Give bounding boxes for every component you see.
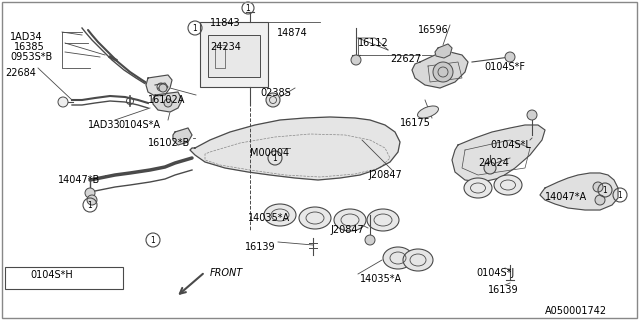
Circle shape bbox=[351, 55, 361, 65]
Circle shape bbox=[527, 110, 537, 120]
Circle shape bbox=[365, 235, 375, 245]
Text: 22627: 22627 bbox=[390, 54, 421, 64]
Ellipse shape bbox=[464, 178, 492, 198]
Circle shape bbox=[593, 182, 603, 192]
Circle shape bbox=[266, 93, 280, 107]
Text: 14874: 14874 bbox=[277, 28, 308, 38]
Text: 1: 1 bbox=[273, 154, 277, 163]
Text: FRONT: FRONT bbox=[210, 268, 243, 278]
Text: 0104S*H: 0104S*H bbox=[30, 270, 73, 280]
Circle shape bbox=[484, 162, 496, 174]
Circle shape bbox=[85, 188, 95, 198]
Text: 16596: 16596 bbox=[418, 25, 449, 35]
Polygon shape bbox=[146, 75, 172, 96]
FancyBboxPatch shape bbox=[5, 267, 123, 289]
Text: 16102A: 16102A bbox=[148, 95, 186, 105]
Circle shape bbox=[58, 97, 68, 107]
Text: 16112: 16112 bbox=[358, 38, 388, 48]
Text: 1AD34: 1AD34 bbox=[10, 32, 43, 42]
Polygon shape bbox=[412, 52, 468, 88]
Text: J20847: J20847 bbox=[330, 225, 364, 235]
Text: 1AD33: 1AD33 bbox=[88, 120, 120, 130]
Text: 0104S*L: 0104S*L bbox=[490, 140, 531, 150]
Circle shape bbox=[159, 84, 167, 92]
Text: 14035*A: 14035*A bbox=[248, 213, 290, 223]
Text: 1: 1 bbox=[40, 277, 44, 286]
Text: 1: 1 bbox=[246, 4, 250, 12]
Polygon shape bbox=[452, 125, 545, 182]
Circle shape bbox=[433, 62, 453, 82]
Text: 1: 1 bbox=[150, 236, 156, 244]
Text: 0104S*A: 0104S*A bbox=[118, 120, 160, 130]
Text: 14035*A: 14035*A bbox=[360, 274, 402, 284]
Text: 0104S*F: 0104S*F bbox=[484, 62, 525, 72]
Ellipse shape bbox=[494, 175, 522, 195]
Text: 16139: 16139 bbox=[245, 242, 276, 252]
Polygon shape bbox=[435, 44, 452, 58]
FancyBboxPatch shape bbox=[208, 35, 260, 77]
Polygon shape bbox=[190, 117, 400, 180]
Polygon shape bbox=[540, 173, 618, 210]
Text: A050001742: A050001742 bbox=[545, 306, 607, 316]
Text: J20847: J20847 bbox=[368, 170, 402, 180]
Ellipse shape bbox=[383, 247, 413, 269]
Text: 0953S*B: 0953S*B bbox=[10, 52, 52, 62]
FancyBboxPatch shape bbox=[200, 22, 268, 87]
Text: 16175: 16175 bbox=[400, 118, 431, 128]
Text: 16102*B: 16102*B bbox=[148, 138, 190, 148]
Text: 1: 1 bbox=[603, 186, 607, 195]
Text: 1: 1 bbox=[193, 23, 197, 33]
Text: 16385: 16385 bbox=[14, 42, 45, 52]
Text: 11843: 11843 bbox=[210, 18, 241, 28]
Text: 14047*B: 14047*B bbox=[58, 175, 100, 185]
Text: 0104S*J: 0104S*J bbox=[476, 268, 515, 278]
Text: 0238S: 0238S bbox=[260, 88, 291, 98]
Text: 24234: 24234 bbox=[210, 42, 241, 52]
Ellipse shape bbox=[417, 106, 438, 118]
Text: 22684: 22684 bbox=[5, 68, 36, 78]
Polygon shape bbox=[153, 92, 182, 112]
Ellipse shape bbox=[299, 207, 331, 229]
Ellipse shape bbox=[403, 249, 433, 271]
Text: 24024: 24024 bbox=[478, 158, 509, 168]
Text: 1: 1 bbox=[15, 274, 20, 283]
Text: 1: 1 bbox=[88, 201, 92, 210]
Circle shape bbox=[595, 195, 605, 205]
Circle shape bbox=[164, 99, 172, 107]
Polygon shape bbox=[173, 128, 192, 145]
Text: 16139: 16139 bbox=[488, 285, 518, 295]
Ellipse shape bbox=[264, 204, 296, 226]
Circle shape bbox=[87, 195, 97, 205]
Ellipse shape bbox=[367, 209, 399, 231]
Text: 1: 1 bbox=[618, 190, 622, 199]
Text: M00004: M00004 bbox=[250, 148, 289, 158]
Text: 14047*A: 14047*A bbox=[545, 192, 587, 202]
Circle shape bbox=[505, 52, 515, 62]
Ellipse shape bbox=[334, 209, 366, 231]
